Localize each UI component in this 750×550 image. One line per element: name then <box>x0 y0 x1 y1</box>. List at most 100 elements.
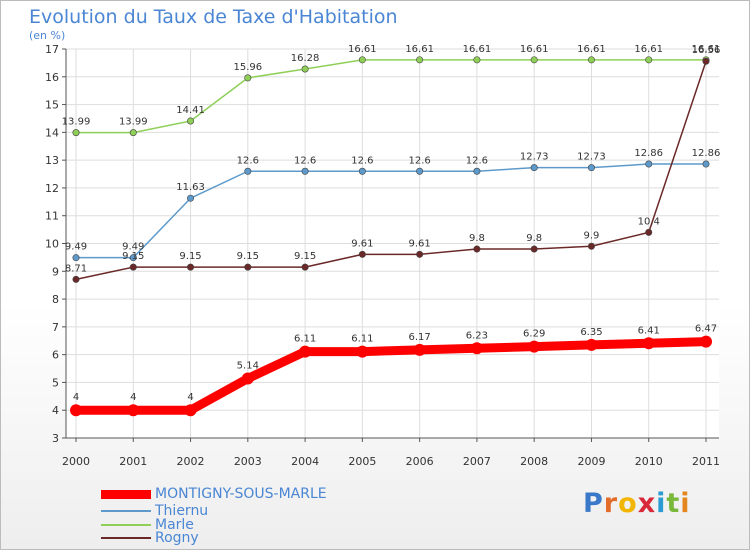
legend-item: Thiernu <box>101 503 208 519</box>
legend-item: MONTIGNY-SOUS-MARLE <box>101 486 327 502</box>
data-label: 12.6 <box>466 155 488 166</box>
data-label: 12.86 <box>634 148 663 159</box>
data-label: 9.61 <box>351 238 373 249</box>
brand-letter: i <box>680 488 691 519</box>
data-point <box>358 250 366 258</box>
data-point <box>301 263 309 271</box>
data-point <box>473 167 481 175</box>
data-label: 9.15 <box>237 251 259 262</box>
data-point <box>416 250 424 258</box>
data-point <box>587 164 595 172</box>
data-point <box>244 74 252 82</box>
x-tick-label: 2001 <box>119 455 147 468</box>
data-label: 12.6 <box>294 155 316 166</box>
data-label: 9.8 <box>469 233 485 244</box>
data-label: 6.41 <box>638 325 660 336</box>
legend-item: Rogny <box>101 530 199 546</box>
y-tick-label: 13 <box>45 154 59 167</box>
data-label: 15.96 <box>233 62 262 73</box>
series-line-rogny <box>75 60 707 281</box>
data-label: 8.71 <box>65 263 87 274</box>
data-point <box>358 167 366 175</box>
data-point <box>645 228 653 236</box>
data-label: 9.15 <box>294 251 316 262</box>
y-tick-label: 3 <box>52 432 59 445</box>
data-label: 5.14 <box>237 361 259 372</box>
data-label: 12.86 <box>692 148 721 159</box>
data-label: 9.49 <box>65 242 87 253</box>
y-tick-label: 8 <box>52 293 59 306</box>
data-label: 12.73 <box>520 152 549 163</box>
data-point <box>187 194 195 202</box>
legend-label: Marle <box>155 517 194 533</box>
x-tick-label: 2008 <box>520 455 548 468</box>
data-label: 6.35 <box>580 327 602 338</box>
data-point <box>129 263 137 271</box>
data-point <box>356 345 369 358</box>
y-tick-label: 12 <box>45 182 59 195</box>
data-label: 9.8 <box>526 233 542 244</box>
x-tick-label: 2006 <box>406 455 434 468</box>
data-point <box>700 335 712 348</box>
data-label: 6.11 <box>351 334 373 345</box>
data-point <box>528 340 541 353</box>
data-label: 16.61 <box>348 44 377 55</box>
data-point <box>187 117 195 125</box>
data-label: 9.49 <box>122 242 144 253</box>
chart-title: Evolution du Taux de Taxe d'Habitation <box>29 6 398 28</box>
data-point <box>530 164 538 172</box>
x-tick-label: 2002 <box>177 455 205 468</box>
brand-logo: Proxiti <box>583 488 691 519</box>
data-point <box>587 56 595 64</box>
data-point <box>530 245 538 253</box>
data-label: 16.28 <box>291 53 320 64</box>
data-label: 6.11 <box>294 334 316 345</box>
data-label: 9.15 <box>122 251 144 262</box>
data-point <box>416 56 424 64</box>
data-point <box>129 129 137 137</box>
data-label: 16.56 <box>692 45 721 56</box>
y-tick-label: 15 <box>45 99 59 112</box>
data-point <box>702 57 710 65</box>
data-point <box>72 254 80 262</box>
legend-swatch <box>101 489 151 499</box>
data-point <box>470 342 483 355</box>
data-point <box>530 56 538 64</box>
data-label: 12.6 <box>237 155 259 166</box>
data-point <box>72 129 80 137</box>
data-label: 4 <box>187 392 193 403</box>
data-point <box>187 263 195 271</box>
brand-letter: i <box>656 488 667 519</box>
data-label: 12.73 <box>577 152 606 163</box>
data-label: 12.6 <box>409 155 431 166</box>
data-label: 10.4 <box>638 216 660 227</box>
y-tick-label: 16 <box>45 71 59 84</box>
data-point <box>585 338 598 351</box>
data-label: 4 <box>130 392 136 403</box>
x-tick-label: 2003 <box>234 455 262 468</box>
data-label: 9.9 <box>584 230 600 241</box>
brand-letter: t <box>666 488 681 519</box>
data-point <box>702 160 710 168</box>
legend-item: Marle <box>101 517 194 533</box>
data-point <box>413 343 426 356</box>
brand-letter: r <box>603 488 619 519</box>
x-tick-label: 2007 <box>463 455 491 468</box>
data-point <box>184 404 197 417</box>
data-label: 6.17 <box>409 332 431 343</box>
y-axis-unit: (en %) <box>29 29 66 42</box>
y-tick-label: 6 <box>52 349 59 362</box>
data-label: 6.23 <box>466 330 488 341</box>
data-point <box>416 167 424 175</box>
data-point <box>72 275 80 283</box>
data-label: 13.99 <box>119 117 148 128</box>
data-label: 16.61 <box>520 44 549 55</box>
data-label: 9.61 <box>409 238 431 249</box>
x-tick-label: 2010 <box>635 455 663 468</box>
series-line-thiernu <box>75 163 707 259</box>
data-point <box>299 345 312 358</box>
data-point <box>244 167 252 175</box>
data-label: 4 <box>73 392 79 403</box>
